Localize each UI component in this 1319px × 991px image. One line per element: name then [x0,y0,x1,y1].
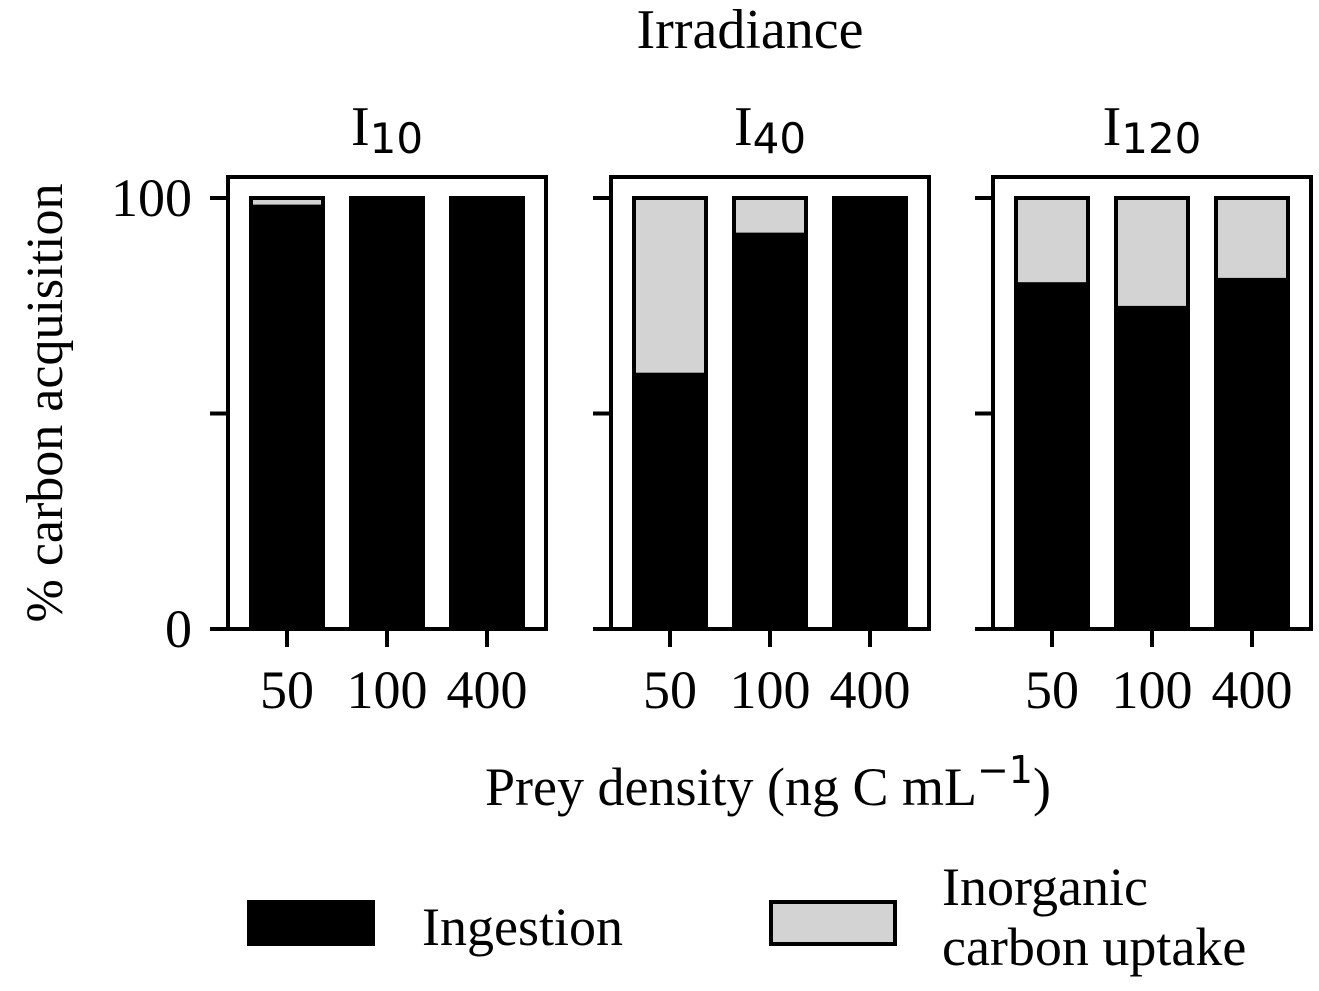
x-axis-label-superscript: −1 [977,748,1033,792]
bar-ingestion [732,232,808,631]
x-tick-label: 100 [347,660,428,720]
x-tick-label: 100 [1112,660,1193,720]
x-tick-label: 50 [643,660,697,720]
bar-ingestion [249,204,325,631]
legend-label: Inorganic [942,857,1148,917]
y-tick-label: 100 [111,168,192,228]
bar-inorganic-carbon-uptake [632,196,708,377]
bar-inorganic-carbon-uptake [732,196,808,237]
x-tick-label: 400 [830,660,911,720]
bar-inorganic-carbon-uptake [1214,196,1290,282]
bar-ingestion [449,196,525,631]
legend-label: carbon uptake [942,917,1246,977]
panel-title-subscript: 40 [753,114,806,163]
bar-ingestion [632,372,708,631]
x-axis-label-main: Prey density (ng C mL [485,757,977,817]
panel-2: I40 50 100 400 [593,96,931,720]
bar-inorganic-carbon-uptake [1014,196,1090,287]
legend-entry-1: Ingestion [247,897,623,957]
panel-title: I120 [1103,96,1202,163]
bar-ingestion [1114,305,1190,631]
bar-inorganic-carbon-uptake [249,196,325,209]
bar-inorganic-carbon-uptake [832,196,908,204]
bar-ingestion [832,199,908,631]
y-axis-label: % carbon acquisition [17,184,74,623]
panel-3: I120 50 100 400 [975,96,1313,720]
legend-label: Ingestion [422,897,623,957]
y-tick-label: 0 [165,599,192,659]
x-axis-label-close: ) [1033,757,1051,817]
legend-swatch [769,900,897,946]
x-axis-label: Prey density (ng C mL−1) [485,748,1051,817]
panel-title: I10 [351,96,423,163]
x-tick-label: 50 [1025,660,1079,720]
panel-title-main: I [1103,96,1122,158]
bar-ingestion [1214,277,1290,631]
x-tick-label: 400 [1212,660,1293,720]
x-tick-label: 50 [260,660,314,720]
bar-inorganic-carbon-uptake [1114,196,1190,310]
legend-swatch [247,900,375,946]
bar-ingestion [1014,282,1090,631]
panel-title-main: I [734,96,753,158]
panel-title-subscript: 120 [1121,114,1201,163]
x-tick-label: 400 [447,660,528,720]
chart-suptitle: Irradiance [637,0,864,61]
panel-title: I40 [734,96,806,163]
panel-title-subscript: 10 [370,114,423,163]
x-tick-label: 100 [730,660,811,720]
bar-ingestion [349,196,425,631]
panel-title-main: I [351,96,370,158]
